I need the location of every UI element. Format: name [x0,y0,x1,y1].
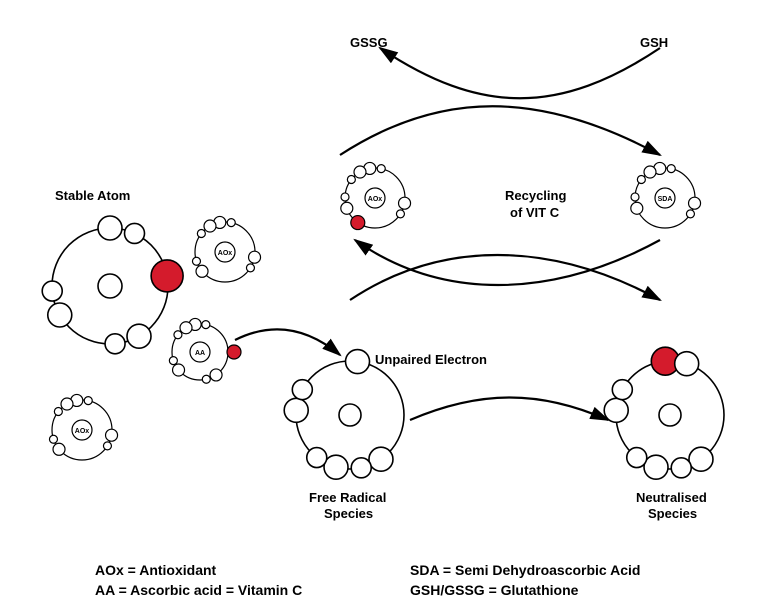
inner-label-aa: AA [195,350,205,357]
label-unpaired-electron: Unpaired Electron [375,352,487,367]
label-recycling-l1: Recycling [505,188,566,203]
atom-neutralised [604,347,724,479]
label-neutralised-l2: Species [648,506,697,521]
label-free-radical-l2: Species [324,506,373,521]
atom-aox-bottom: AOx [49,394,117,460]
arrow-aox-to-right [340,106,660,155]
legend-gsh: GSH/GSSG = Glutathione [410,582,578,598]
legend-sda: SDA = Semi Dehydroascorbic Acid [410,562,640,578]
arrow-gsh-to-gssg [380,48,660,98]
atom-cycle-sda: SDA [631,162,701,228]
inner-label-aox1: AOx [218,250,233,257]
inner-label-sda: SDA [658,196,673,203]
arrow-radical-to-neut [410,398,608,421]
label-recycling-l2: of VIT C [510,205,559,220]
label-gsh: GSH [640,35,668,50]
inner-label-aox3: AOx [368,196,383,203]
atom-aox-top: AOx [192,216,260,282]
label-stable-atom: Stable Atom [55,188,130,203]
atom-free-radical [284,350,404,480]
arrow-aa-to-radical [235,329,340,355]
label-gssg: GSSG [350,35,388,50]
atom-cycle-aox: AOx [341,162,411,229]
atom-aa: AA [169,318,241,383]
legend-aa: AA = Ascorbic acid = Vitamin C [95,582,302,598]
atom-stable [42,216,183,354]
label-free-radical-l1: Free Radical [309,490,386,505]
inner-label-aox2: AOx [75,428,90,435]
legend-aox: AOx = Antioxidant [95,562,216,578]
label-neutralised-l1: Neutralised [636,490,707,505]
